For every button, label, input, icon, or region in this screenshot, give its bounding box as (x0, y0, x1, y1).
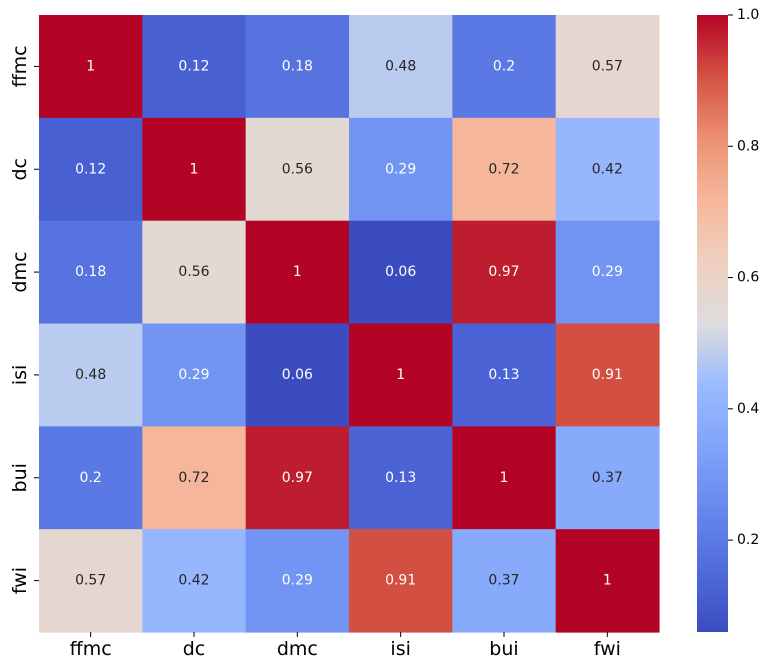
heatmap-cell-fwi-isi (349, 529, 453, 633)
heatmap-cell-ffmc-bui (452, 15, 557, 119)
y-tick-label-isi: isi (9, 365, 31, 385)
cell-annotation: 0.72 (488, 161, 519, 177)
cell-annotation: 0.2 (493, 58, 515, 74)
heatmap-annotations: 1 0.12 0.18 0.48 0.2 0.57 0.12 1 0.56 0.29 0.72 0.4… (75, 58, 623, 588)
heatmap-cell-bui-dc (142, 426, 247, 530)
cell-annotation: 1 (603, 573, 612, 589)
heatmap-cells (39, 15, 660, 633)
heatmap-cell-ffmc-fwi (555, 15, 660, 119)
heatmap-cell-dc-dmc (245, 117, 350, 222)
cell-annotation: 0.29 (282, 573, 313, 589)
colorbar-gradient (697, 15, 728, 632)
cell-annotation: 0.72 (178, 470, 209, 486)
heatmap-cell-fwi-ffmc (39, 529, 143, 633)
heatmap-cell-bui-isi (349, 426, 453, 530)
heatmap-cell-ffmc-ffmc (39, 15, 143, 119)
heatmap-cell-dmc-fwi (555, 220, 660, 325)
heatmap-cell-isi-dmc (245, 323, 350, 427)
heatmap-cell-bui-fwi (555, 426, 660, 530)
cell-annotation: 0.42 (592, 161, 623, 177)
heatmap-cell-isi-ffmc (39, 323, 143, 427)
cell-annotation: 0.06 (385, 264, 416, 280)
colorbar: 0.2 0.4 0.6 0.8 1.0 (697, 7, 759, 632)
heatmap-cell-dc-fwi (555, 117, 660, 222)
heatmap-cell-fwi-bui (452, 529, 557, 633)
heatmap-cell-isi-fwi (555, 323, 660, 427)
heatmap-cell-dc-ffmc (39, 117, 143, 222)
colorbar-tick-label: 0.6 (737, 270, 759, 286)
cell-annotation: 0.18 (75, 264, 106, 280)
heatmap-cell-ffmc-dc (142, 15, 247, 119)
cell-annotation: 0.42 (178, 573, 209, 589)
y-tick-label-dc: dc (9, 158, 31, 181)
cell-annotation: 0.29 (178, 367, 209, 383)
cell-annotation: 1 (293, 264, 302, 280)
cell-annotation: 0.48 (385, 58, 416, 74)
heatmap-cell-dmc-dmc (245, 220, 350, 325)
cell-annotation: 0.29 (385, 161, 416, 177)
heatmap-cell-dmc-bui (452, 220, 557, 325)
heatmap-cell-isi-dc (142, 323, 247, 427)
heatmap-cell-isi-isi (349, 323, 453, 427)
y-tick-label-fwi: fwi (9, 567, 31, 594)
colorbar-tick-label: 0.8 (737, 138, 759, 154)
cell-annotation: 0.06 (282, 367, 313, 383)
cell-annotation: 0.97 (488, 264, 519, 280)
heatmap-cell-dc-bui (452, 117, 557, 222)
x-tick-label-fwi: fwi (594, 638, 621, 660)
cell-annotation: 0.57 (592, 58, 623, 74)
cell-annotation: 1 (190, 161, 199, 177)
heatmap-cell-bui-bui (452, 426, 557, 530)
cell-annotation: 0.13 (488, 367, 519, 383)
cell-annotation: 0.91 (592, 367, 623, 383)
heatmap-cell-ffmc-isi (349, 15, 453, 119)
cell-annotation: 0.2 (80, 470, 102, 486)
heatmap-cell-fwi-dmc (245, 529, 350, 633)
colorbar-tick-label: 0.2 (737, 532, 759, 548)
y-tick-label-dmc: dmc (9, 252, 31, 293)
cell-annotation: 0.37 (592, 470, 623, 486)
cell-annotation: 0.56 (282, 161, 313, 177)
cell-annotation: 0.29 (592, 264, 623, 280)
cell-annotation: 0.57 (75, 573, 106, 589)
cell-annotation: 1 (500, 470, 509, 486)
x-tick-label-ffmc: ffmc (70, 638, 112, 660)
heatmap-cell-bui-ffmc (39, 426, 143, 530)
heatmap-cell-dmc-isi (349, 220, 453, 325)
heatmap-cell-fwi-dc (142, 529, 247, 633)
heatmap-cell-dc-dc (142, 117, 247, 222)
heatmap-cell-fwi-fwi (555, 529, 660, 633)
heatmap-cell-isi-bui (452, 323, 557, 427)
x-tick-label-bui: bui (489, 638, 518, 660)
heatmap-cell-ffmc-dmc (245, 15, 350, 119)
heatmap-cell-dmc-dc (142, 220, 247, 325)
x-tick-label-isi: isi (390, 638, 410, 660)
cell-annotation: 1 (396, 367, 405, 383)
cell-annotation: 0.12 (178, 58, 209, 74)
heatmap-cell-dc-isi (349, 117, 453, 222)
x-tick-label-dc: dc (183, 638, 206, 660)
cell-annotation: 0.18 (282, 58, 313, 74)
cell-annotation: 0.12 (75, 161, 106, 177)
cell-annotation: 1 (86, 58, 95, 74)
colorbar-tick-label: 1.0 (737, 7, 759, 23)
cell-annotation: 0.97 (282, 470, 313, 486)
heatmap-cell-bui-dmc (245, 426, 350, 530)
heatmap-cell-dmc-ffmc (39, 220, 143, 325)
cell-annotation: 0.56 (178, 264, 209, 280)
cell-annotation: 0.91 (385, 573, 416, 589)
y-tick-label-ffmc: ffmc (9, 45, 31, 87)
x-axis-ticks: ffmc dc dmc isi bui fwi (70, 632, 621, 660)
cell-annotation: 0.37 (488, 573, 519, 589)
colorbar-tick-label: 0.4 (737, 401, 759, 417)
cell-annotation: 0.48 (75, 367, 106, 383)
x-tick-label-dmc: dmc (277, 638, 318, 660)
y-tick-label-bui: bui (9, 463, 31, 492)
cell-annotation: 0.13 (385, 470, 416, 486)
y-axis-ticks: ffmc dc dmc isi bui fwi (9, 45, 39, 594)
